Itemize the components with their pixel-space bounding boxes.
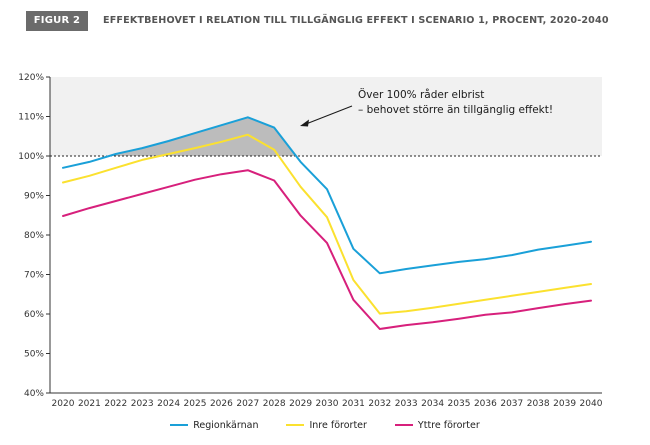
x-tick-label: 2023 [131,399,154,409]
legend-label-inre-fororter: Inre förorter [309,419,367,431]
y-tick-label: 50% [24,350,44,360]
series-layer [62,116,592,330]
series-line-inre-fororter [62,133,592,315]
x-tick-label: 2030 [316,399,339,409]
x-tick-label: 2029 [289,399,312,409]
y-tick-label: 80% [24,231,44,241]
x-tick-label: 2037 [500,399,523,409]
legend-item-regionkarnan: Regionkärnan [170,416,258,434]
x-tick-label: 2038 [527,399,550,409]
axis-layer: 40%50%60%70%80%90%100%110%120%2020 2021 20… [18,73,602,409]
x-tick-label: 2021 [78,399,101,409]
series-line-yttre-fororter [62,169,592,330]
x-tick-label: 2034 [421,399,444,409]
x-tick-label: 2040 [580,399,603,409]
legend-swatch-yttre-fororter [394,424,413,426]
annotation-layer: Över 100% råder elbrist – behovet större… [300,88,553,127]
legend-label-regionkarnan: Regionkärnan [193,419,259,431]
legend-label-yttre-fororter: Yttre förorter [417,419,480,431]
figure-header: FIGUR 2 EFFEKTBEHOVET I RELATION TILL TI… [0,0,650,38]
annotation-arrowhead [300,119,309,127]
x-tick-label: 2026 [210,399,233,409]
x-tick-label: 2031 [342,399,365,409]
y-tick-label: 70% [24,271,44,281]
legend-swatch-inre-fororter [286,424,305,426]
figure-badge: FIGUR 2 [26,11,88,31]
x-tick-label: 2036 [474,399,497,409]
y-tick-label: 120% [18,73,44,83]
y-tick-label: 100% [18,152,44,162]
series-line-regionkarnan [62,116,592,275]
x-tick-label: 2028 [263,399,286,409]
legend-swatch-regionkarnan [170,424,189,426]
over-capacity-fill [109,117,296,156]
y-tick-label: 60% [24,310,44,320]
x-tick-label: 2027 [236,399,259,409]
y-tick-label: 40% [24,389,44,399]
x-tick-label: 2033 [395,399,418,409]
x-tick-label: 2022 [104,399,127,409]
annotation-line-1: Över 100% råder elbrist [358,88,484,101]
x-tick-label: 2035 [448,399,471,409]
x-tick-label: 2024 [157,399,180,409]
x-tick-label: 2020 [52,399,75,409]
x-tick-label: 2032 [368,399,391,409]
figure-title: EFFEKTBEHOVET I RELATION TILL TILLGÄNGLI… [103,15,609,26]
over-capacity-fill-layer [109,117,296,156]
x-tick-label: 2039 [553,399,576,409]
x-tick-label: 2025 [184,399,207,409]
legend-item-yttre-fororter: Yttre förorter [394,416,480,434]
annotation-arrow [305,105,353,125]
annotation-line-2: – behovet större än tillgänglig effekt! [358,104,553,116]
y-tick-label: 90% [24,192,44,202]
y-tick-label: 110% [18,113,44,123]
legend-item-inre-fororter: Inre förorter [286,416,367,434]
chart-legend: Regionkärnan Inre förorter Yttre förorte… [0,416,650,434]
